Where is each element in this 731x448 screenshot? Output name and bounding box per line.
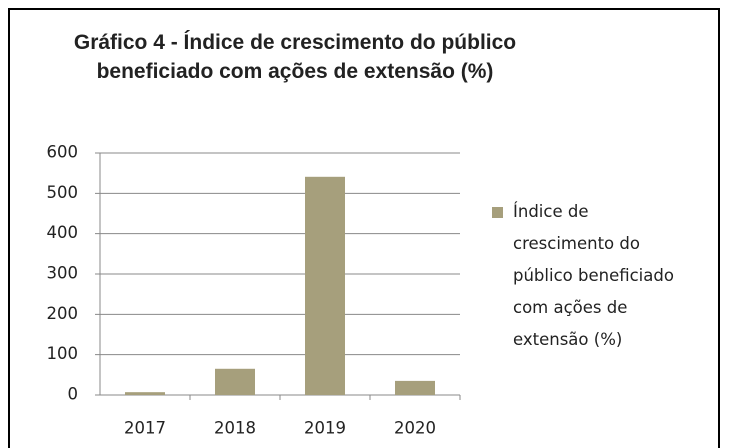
bar [215, 368, 255, 395]
x-tick-label: 2018 [214, 419, 256, 438]
x-tick-label: 2020 [394, 419, 436, 438]
chart-frame [8, 8, 720, 448]
x-tick-label: 2019 [304, 419, 346, 438]
y-tick-label: 500 [47, 183, 79, 202]
y-tick-label: 600 [47, 143, 79, 162]
y-tick-label: 300 [47, 264, 79, 283]
bar [305, 176, 345, 395]
bar [125, 392, 165, 395]
bar [395, 380, 435, 395]
y-tick-label: 400 [47, 223, 79, 242]
legend-key [492, 207, 503, 218]
y-tick-label: 200 [47, 304, 79, 323]
y-tick-label: 0 [68, 385, 79, 404]
legend-label: Índice de crescimento do público benefic… [513, 202, 674, 349]
x-tick-label: 2017 [124, 419, 166, 438]
legend: Índice de crescimento do público benefic… [492, 196, 687, 356]
y-tick-label: 100 [47, 344, 79, 363]
chart-title: Gráfico 4 - Índice de crescimento do púb… [73, 31, 517, 83]
